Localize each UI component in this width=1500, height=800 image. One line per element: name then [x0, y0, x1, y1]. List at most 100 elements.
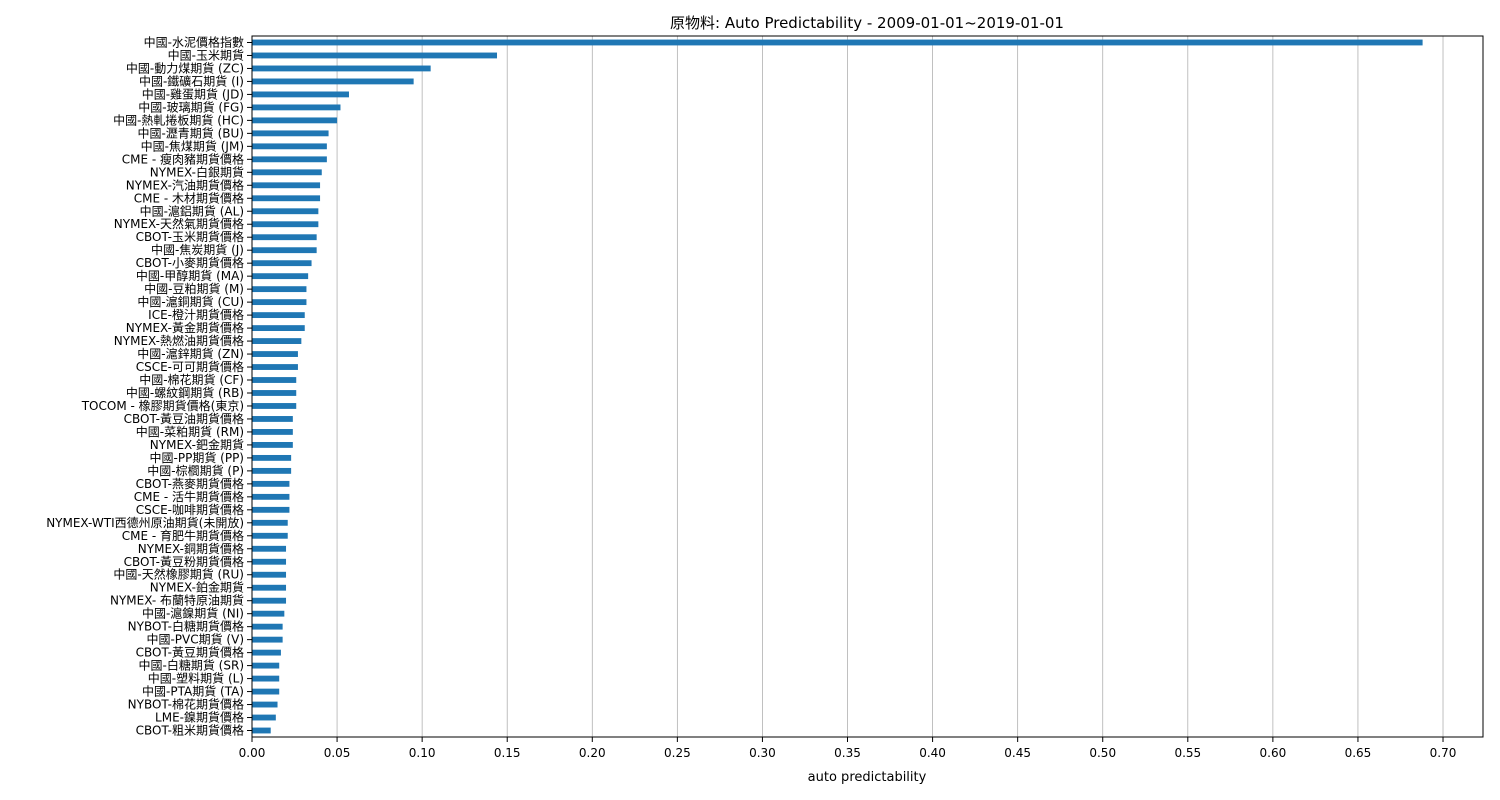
x-tick-label: 0.25 — [664, 746, 691, 760]
y-category-label: NYMEX-黃金期貨價格 — [126, 320, 244, 335]
y-category-label: 中國-PTA期貨 (TA) — [142, 684, 244, 699]
bar — [252, 636, 283, 643]
bar — [252, 493, 290, 500]
y-category-label: 中國-鐵礦石期貨 (I) — [139, 73, 244, 88]
x-tick-label: 0.40 — [919, 746, 946, 760]
x-tick-label: 0.35 — [834, 746, 861, 760]
y-category-label: NYMEX-白銀期貨 — [150, 164, 244, 179]
y-category-label: NYMEX-汽油期貨價格 — [126, 177, 244, 192]
x-tick-label: 0.60 — [1260, 746, 1287, 760]
bar — [252, 390, 297, 396]
y-category-label: 中國-滬銅期貨 (CU) — [137, 294, 244, 309]
y-category-label: 中國-豆粕期貨 (M) — [144, 281, 244, 296]
bar — [252, 312, 305, 319]
y-category-label: 中國-滬鋁期貨 (AL) — [140, 203, 244, 218]
bar — [252, 234, 317, 241]
y-category-label: NYMEX-熱燃油期貨價格 — [114, 333, 244, 348]
bar — [252, 260, 312, 267]
bar — [252, 701, 278, 708]
x-tick-label: 0.15 — [494, 746, 521, 760]
y-category-label: 中國-螺紋鋼期貨 (RB) — [126, 385, 244, 400]
bar — [252, 91, 349, 98]
bar — [252, 558, 287, 565]
x-tick-label: 0.05 — [324, 746, 351, 760]
bar — [252, 351, 298, 357]
bar — [252, 714, 276, 721]
bars — [252, 39, 1423, 734]
x-tick-label: 0.10 — [409, 746, 436, 760]
y-category-label: CBOT-燕麥期貨價格 — [136, 476, 244, 491]
bar — [252, 182, 321, 189]
bar — [252, 195, 321, 202]
y-category-label: CME - 木材期貨價格 — [134, 190, 244, 205]
bar — [252, 273, 309, 280]
bar — [252, 727, 271, 734]
bar — [252, 610, 285, 617]
x-tick-label: 0.00 — [239, 746, 266, 760]
y-category-label: 中國-棕櫚期貨 (P) — [147, 463, 244, 478]
y-category-label: 中國-瀝青期貨 (BU) — [137, 125, 244, 140]
bar — [252, 156, 327, 163]
y-category-label: 中國-菜粕期貨 (RM) — [136, 424, 244, 439]
y-category-label: 中國-玻璃期貨 (FG) — [138, 99, 244, 114]
bar — [252, 584, 287, 591]
x-tick-label: 0.55 — [1174, 746, 1201, 760]
y-category-label: 中國-PVC期貨 (V) — [146, 632, 244, 647]
bar — [252, 519, 288, 526]
y-category-label: 中國-滬鋅期貨 (ZN) — [137, 346, 244, 361]
y-category-label: NYBOT-棉花期貨價格 — [128, 697, 244, 712]
y-category-label: NYMEX- 布蘭特原油期貨 — [110, 593, 244, 608]
bar — [252, 454, 292, 461]
bar — [252, 480, 290, 487]
x-tick-label: 0.30 — [749, 746, 776, 760]
y-category-label: CBOT-黃豆粉期貨價格 — [124, 554, 244, 569]
bar — [252, 688, 280, 695]
bar — [252, 169, 322, 176]
y-category-label: ICE-橙汁期貨價格 — [148, 307, 244, 322]
bar — [252, 403, 297, 409]
y-category-label: 中國-熱軋捲板期貨 (HC) — [113, 112, 244, 127]
bar — [252, 65, 431, 72]
y-category-label: 中國-水泥價格指數 — [144, 34, 244, 49]
y-category-label: CME - 育肥牛期貨價格 — [122, 528, 244, 543]
bar — [252, 506, 290, 513]
x-tick-label: 0.20 — [579, 746, 606, 760]
y-category-label: CSCE-咖啡期貨價格 — [136, 502, 244, 517]
y-category-label: 中國-動力煤期貨 (ZC) — [126, 60, 244, 75]
x-axis-ticks: 0.00 0.05 0.10 0.15 0.20 0.25 0.30 0.35 0.40 0.45… — [239, 737, 1456, 760]
plot-frame — [251, 35, 1484, 738]
bar — [252, 325, 305, 332]
bar — [252, 597, 287, 604]
y-category-label: NYMEX-天然氣期貨價格 — [114, 216, 244, 231]
bar — [252, 571, 287, 578]
y-category-label: NYMEX-鈀金期貨 — [150, 437, 244, 452]
y-category-label: CBOT-黃豆油期貨價格 — [124, 411, 244, 426]
y-category-label: 中國-棉花期貨 (CF) — [139, 372, 244, 387]
x-tick-label: 0.65 — [1345, 746, 1372, 760]
bar — [252, 532, 288, 539]
bar — [252, 117, 338, 124]
bar — [252, 649, 281, 656]
bar — [252, 467, 292, 474]
y-category-label: CBOT-黃豆期貨價格 — [136, 645, 244, 660]
bar — [252, 208, 319, 215]
y-category-label: 中國-天然橡膠期貨 (RU) — [113, 567, 244, 582]
bar — [252, 221, 319, 228]
bar — [252, 286, 307, 293]
bar — [252, 299, 307, 306]
bar — [252, 675, 280, 682]
bar — [252, 364, 298, 370]
y-category-label: 中國-焦炭期貨 (J) — [151, 242, 244, 257]
y-category-label: 中國-雞蛋期貨 (JD) — [142, 86, 244, 101]
y-category-label: 中國-玉米期貨 — [168, 47, 244, 62]
x-tick-label: 0.45 — [1004, 746, 1031, 760]
bar — [252, 247, 317, 254]
y-category-label: CBOT-玉米期貨價格 — [136, 229, 244, 244]
y-category-label: TOCOM - 橡膠期貨價格(東京) — [81, 398, 244, 413]
y-category-label: 中國-滬鎳期貨 (NI) — [142, 606, 244, 621]
chart-title: 原物料: Auto Predictability - 2009-01-01~20… — [670, 14, 1064, 32]
bar — [252, 429, 293, 435]
x-tick-label: 0.50 — [1089, 746, 1116, 760]
y-category-label: 中國-塑料期貨 (L) — [148, 671, 244, 686]
